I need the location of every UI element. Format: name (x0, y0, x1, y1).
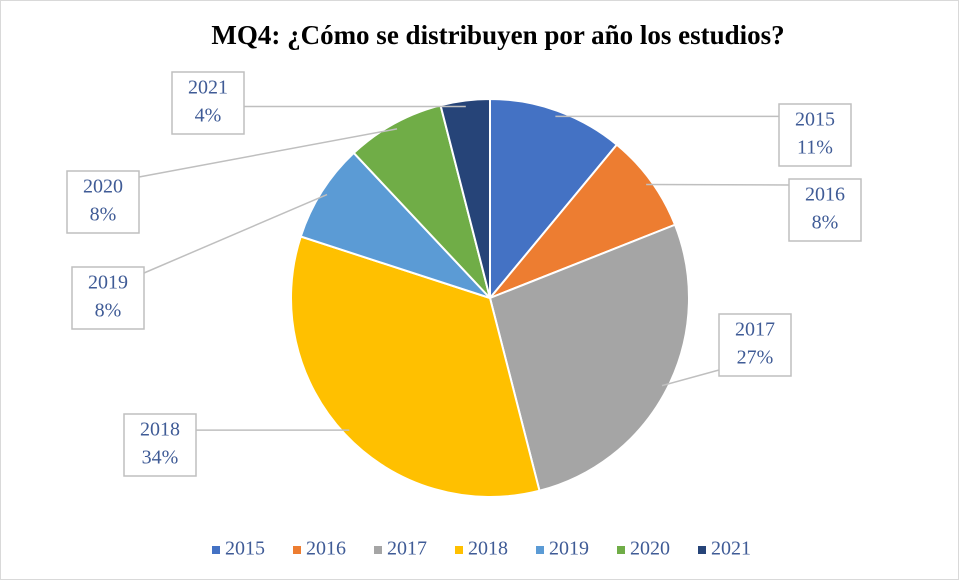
data-label-category: 2020 (83, 176, 123, 198)
pie-slice (290, 235, 541, 498)
label-box (171, 71, 245, 135)
legend-swatch (698, 546, 706, 554)
leader-line (143, 193, 328, 274)
legend-label: 2016 (306, 538, 346, 560)
legend-label: 2019 (549, 538, 589, 560)
legend-label: 2020 (630, 538, 670, 560)
legend-label: 2018 (468, 538, 508, 560)
pie-slice (439, 97, 491, 299)
legend-swatch (536, 546, 544, 554)
data-label-category: 2019 (88, 272, 128, 294)
legend-swatch (455, 546, 463, 554)
data-label: 11% (797, 137, 833, 159)
legend-swatch (212, 546, 220, 554)
leader-line (138, 128, 398, 178)
data-label: 4% (195, 105, 222, 127)
data-label: 8% (95, 300, 122, 322)
label-box (788, 178, 862, 242)
legend-label: 2017 (387, 538, 427, 560)
legend-swatch (374, 546, 382, 554)
data-label-category: 2015 (795, 109, 835, 131)
leader-line (661, 369, 720, 387)
pie-slice (299, 151, 491, 299)
data-label-category: 2017 (735, 319, 775, 341)
data-label-category: 2018 (140, 419, 180, 441)
legend-label: 2015 (225, 538, 265, 560)
data-label: 8% (90, 204, 117, 226)
data-label: 27% (737, 347, 774, 369)
data-label: 34% (142, 447, 179, 469)
data-label: 8% (812, 212, 839, 234)
data-label-category: 2016 (805, 184, 845, 206)
pie-slice (489, 143, 677, 299)
legend-swatch (617, 546, 625, 554)
legend-label: 2021 (711, 538, 751, 560)
label-box (71, 266, 145, 330)
pie-slice (488, 223, 690, 492)
pie-slice (489, 97, 619, 301)
label-box (718, 313, 792, 377)
label-box (123, 413, 197, 477)
label-box (66, 170, 140, 234)
legend-swatch (293, 546, 301, 554)
label-box (778, 103, 852, 167)
chart-title: MQ4: ¿Cómo se distribuyen por año los es… (211, 20, 784, 50)
data-label-category: 2021 (188, 77, 228, 99)
